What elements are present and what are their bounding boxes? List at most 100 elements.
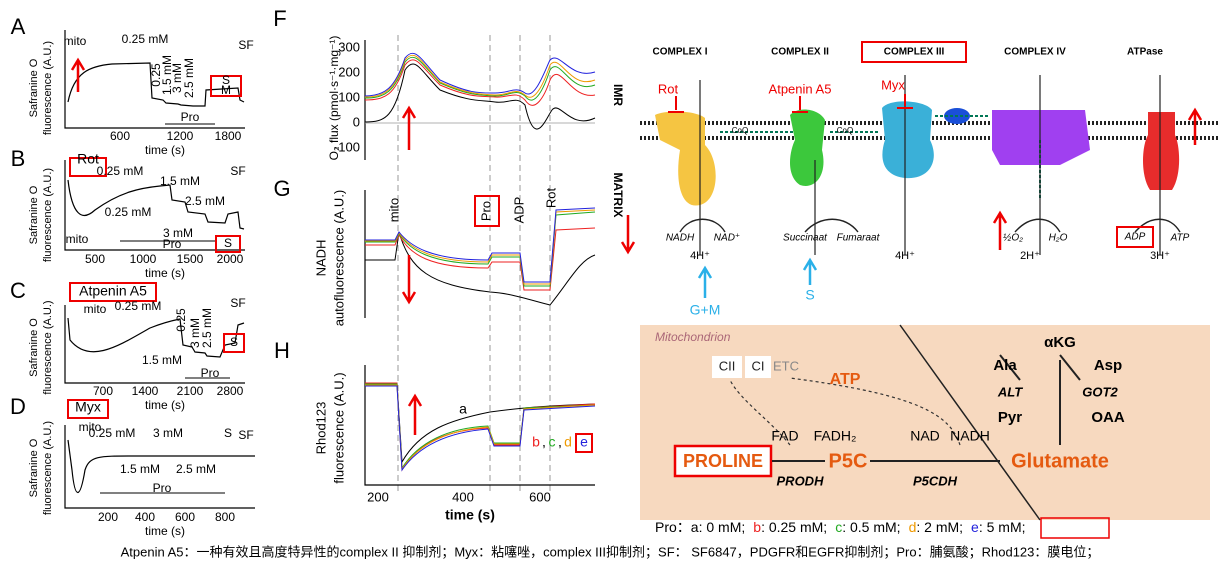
caption-part: : 0 mM;	[699, 519, 746, 535]
highlight-box	[673, 444, 773, 478]
y-axis-label: fluorescence (A.U.)	[42, 300, 54, 394]
proton-label: 4H⁺	[690, 250, 710, 262]
highlight-box	[1040, 517, 1110, 539]
metabolite: αKG	[1044, 334, 1076, 351]
complex-label: COMPLEX IV	[1004, 47, 1066, 58]
red-arrow	[401, 105, 417, 150]
trace	[364, 63, 596, 130]
event-lines	[397, 35, 551, 495]
etc-label: CII	[719, 358, 736, 373]
annotation: Pro	[478, 201, 493, 221]
inhibitor-label: Atpenin A5	[769, 81, 832, 96]
substrate-label: ATP	[1170, 233, 1190, 244]
annotation: Pro	[163, 237, 182, 251]
annotation: S	[224, 236, 232, 250]
cofactor: FADH₂	[814, 428, 857, 444]
panel-a-plot	[64, 30, 245, 129]
y-axis-label: Safranine O	[28, 58, 40, 117]
curve-label: c	[549, 434, 556, 450]
complex-i	[655, 111, 716, 206]
panel-d-plot	[64, 399, 255, 509]
red-arrow	[70, 57, 86, 92]
red-arrow	[401, 255, 417, 305]
y-axis-label: Safranine O	[28, 438, 40, 497]
panel-label: F	[273, 6, 286, 31]
caption-part: Pro：	[655, 519, 691, 535]
coq-label: CoQ	[732, 126, 748, 135]
substrate-label: H₂O	[1049, 233, 1068, 244]
reaction-arc	[679, 218, 1181, 233]
trace	[365, 231, 596, 306]
membrane-line	[899, 324, 1041, 521]
inhibitor-label: Rot	[658, 81, 679, 96]
x-tick-label: 400	[452, 489, 474, 504]
input-label: S	[805, 287, 814, 303]
x-tick-label: 500	[85, 252, 105, 266]
annotation: 0.25	[174, 308, 188, 332]
panel-c-plot	[64, 282, 245, 384]
axes	[64, 30, 245, 129]
enzyme: PRODH	[777, 473, 825, 488]
annotation: 0.25 mM	[115, 299, 162, 313]
x-tick-label: 1800	[215, 129, 242, 143]
highlight-box	[215, 235, 241, 253]
trace	[67, 179, 245, 230]
electron-flow	[729, 377, 961, 446]
complex-label: COMPLEX III	[884, 47, 945, 58]
enzyme: ALT	[997, 384, 1023, 399]
highlight-box	[861, 41, 967, 63]
annotation: 3 mM	[170, 63, 184, 93]
annotation: 3 mM	[153, 426, 183, 440]
curve-label: e	[580, 434, 588, 450]
input-arrow	[697, 257, 818, 298]
annotation: SF	[230, 296, 245, 310]
enzyme: P5CDH	[913, 473, 958, 488]
panel-b-plot	[64, 157, 245, 253]
caption-note: Atpenin A5：一种有效且高度特异性的complex II 抑制剂；Myx…	[121, 544, 1100, 560]
compartment-label: Mitochondrion	[655, 330, 731, 344]
substrate-label: ADP	[1124, 232, 1146, 243]
atpase	[1143, 112, 1180, 190]
etc-label: ETC	[773, 358, 799, 373]
complex-iii	[882, 101, 934, 179]
box	[712, 356, 742, 378]
x-tick-label: 200	[98, 510, 118, 524]
trace	[364, 52, 596, 97]
metabolite: OAA	[1091, 409, 1125, 426]
annotation: 2.5 mM	[200, 308, 214, 348]
annotation: 1.5 mM	[120, 462, 160, 476]
x-tick-label: 800	[215, 510, 235, 524]
metabolite: Ala	[993, 357, 1017, 374]
curve-label: b	[532, 434, 540, 450]
highlight-box	[69, 282, 157, 302]
annotation: mito	[64, 34, 87, 48]
highlight-box	[474, 195, 500, 227]
x-axis-label: time (s)	[145, 398, 185, 412]
input-label: G+M	[690, 302, 721, 318]
trace	[364, 54, 596, 98]
substrate-label: Fumaraat	[837, 233, 881, 244]
x-tick-label: 400	[135, 510, 155, 524]
y-axis-label: autofluorescence (A.U.)	[331, 190, 346, 327]
caption-part: e	[971, 519, 979, 535]
annotation: 0.25 mM	[105, 205, 152, 219]
complex-ii	[790, 109, 825, 186]
inhibitor-label: Rot	[77, 151, 99, 167]
x-tick-label: 2000	[217, 252, 244, 266]
y-axis-label: O₂ flux (pmol·s⁻¹·mg⁻¹)	[327, 36, 341, 161]
x-tick-label: 700	[93, 384, 113, 398]
y-tick-label: -100	[334, 139, 360, 154]
annotation: 0.25 mM	[122, 32, 169, 46]
caption-part: b	[753, 519, 761, 535]
box	[745, 356, 771, 378]
annotation: mito	[79, 420, 102, 434]
y-axis-label: fluorescence (A.U.)	[42, 168, 54, 262]
annotation: 2.5 mM	[185, 194, 225, 208]
panel-label: D	[10, 394, 26, 419]
annotation: S	[230, 335, 238, 349]
x-tick-label: 600	[175, 510, 195, 524]
x-tick-label: 1000	[130, 252, 157, 266]
substrate-label: ½O₂	[1003, 233, 1023, 244]
x-axis-label: time (s)	[145, 524, 185, 538]
panel-label: H	[274, 338, 290, 363]
